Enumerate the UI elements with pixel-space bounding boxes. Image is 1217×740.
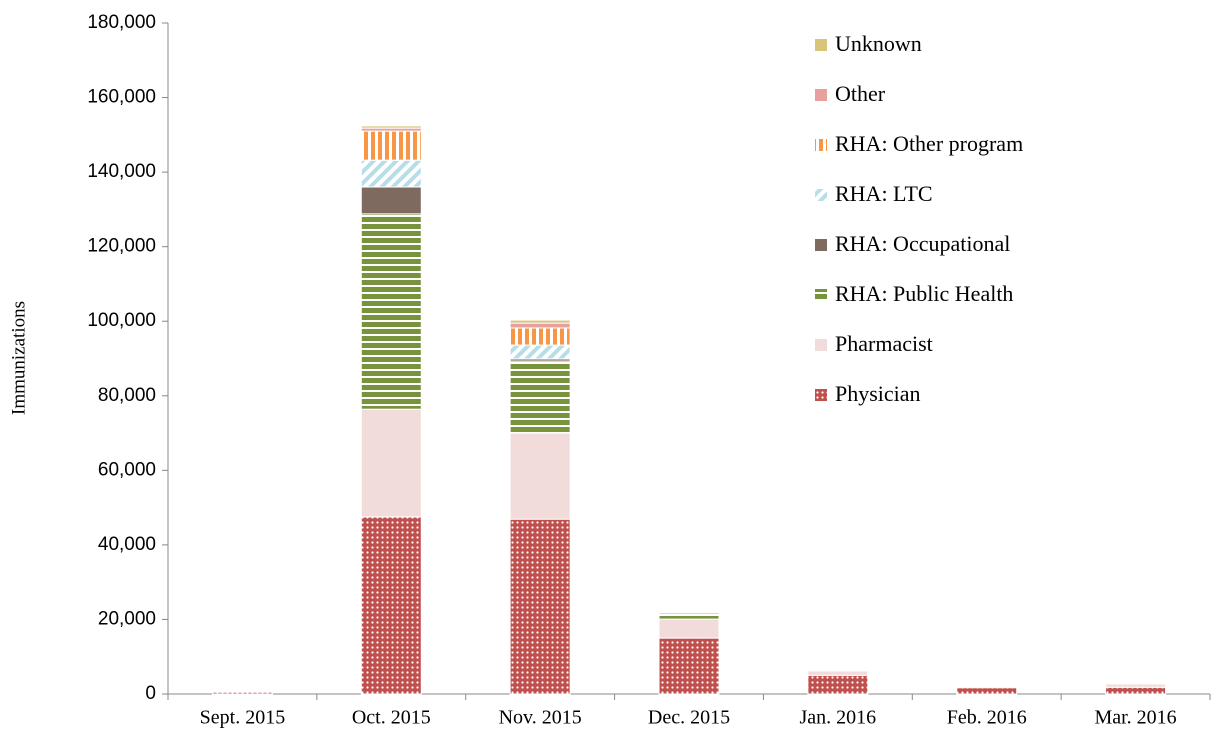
x-tick-label: Mar. 2016 — [1094, 707, 1176, 729]
legend-swatch — [815, 89, 827, 101]
legend-swatch — [815, 139, 827, 151]
legend-swatch — [815, 389, 827, 401]
y-axis-label: Immunizations — [8, 301, 29, 415]
bar-segment — [509, 327, 571, 346]
legend-swatch — [815, 239, 827, 251]
y-tick-label: 80,000 — [98, 385, 156, 406]
bar-segment — [509, 432, 571, 520]
x-tick-label: Nov. 2015 — [499, 707, 582, 729]
bar-segment — [658, 612, 720, 620]
bar-segment — [807, 670, 869, 676]
x-tick-label: Oct. 2015 — [352, 707, 431, 729]
bar-segment — [360, 408, 422, 518]
bar-segment — [360, 159, 422, 188]
y-tick-label: 0 — [145, 683, 156, 704]
bar-segment — [360, 130, 422, 161]
legend-label: Physician — [835, 381, 921, 406]
bar-segment — [509, 322, 571, 329]
legend-label: RHA: Public Health — [835, 281, 1013, 306]
bar-segment — [807, 674, 869, 695]
bar-segment — [360, 186, 422, 215]
y-tick-label: 140,000 — [87, 161, 156, 182]
legend-label: RHA: Other program — [835, 131, 1023, 156]
x-tick-label: Dec. 2015 — [648, 707, 730, 729]
y-tick-label: 100,000 — [87, 310, 156, 331]
y-tick-label: 60,000 — [98, 459, 156, 480]
legend-label: Unknown — [835, 31, 922, 56]
x-tick-label: Sept. 2015 — [200, 707, 286, 729]
legend-swatch — [815, 289, 827, 301]
bar-segment — [1105, 683, 1167, 688]
legend-swatch — [815, 189, 827, 201]
y-tick-label: 20,000 — [98, 608, 156, 629]
bar-segment — [360, 516, 422, 695]
bar-segment — [658, 608, 720, 611]
legend-label: RHA: LTC — [835, 181, 933, 206]
bar-segment — [360, 125, 422, 129]
bar-segment — [509, 518, 571, 695]
legend-label: Other — [835, 81, 886, 106]
bar-segment — [658, 618, 720, 639]
y-tick-label: 40,000 — [98, 534, 156, 555]
bar-segment — [509, 360, 571, 434]
bar-segment — [509, 344, 571, 360]
legend-label: Pharmacist — [835, 331, 933, 356]
y-tick-label: 180,000 — [87, 12, 156, 33]
y-tick-label: 120,000 — [87, 236, 156, 257]
bar-segment — [1105, 686, 1167, 695]
x-tick-label: Jan. 2016 — [800, 707, 877, 729]
y-tick-label: 160,000 — [87, 87, 156, 108]
bar-segment — [956, 687, 1018, 695]
legend-label: RHA: Occupational — [835, 231, 1010, 256]
legend-swatch — [815, 339, 827, 351]
x-tick-label: Feb. 2016 — [947, 707, 1027, 729]
bar-segment — [509, 319, 571, 324]
legend-swatch — [815, 39, 827, 51]
bar-segment — [658, 637, 720, 695]
bar-segment — [360, 213, 422, 410]
